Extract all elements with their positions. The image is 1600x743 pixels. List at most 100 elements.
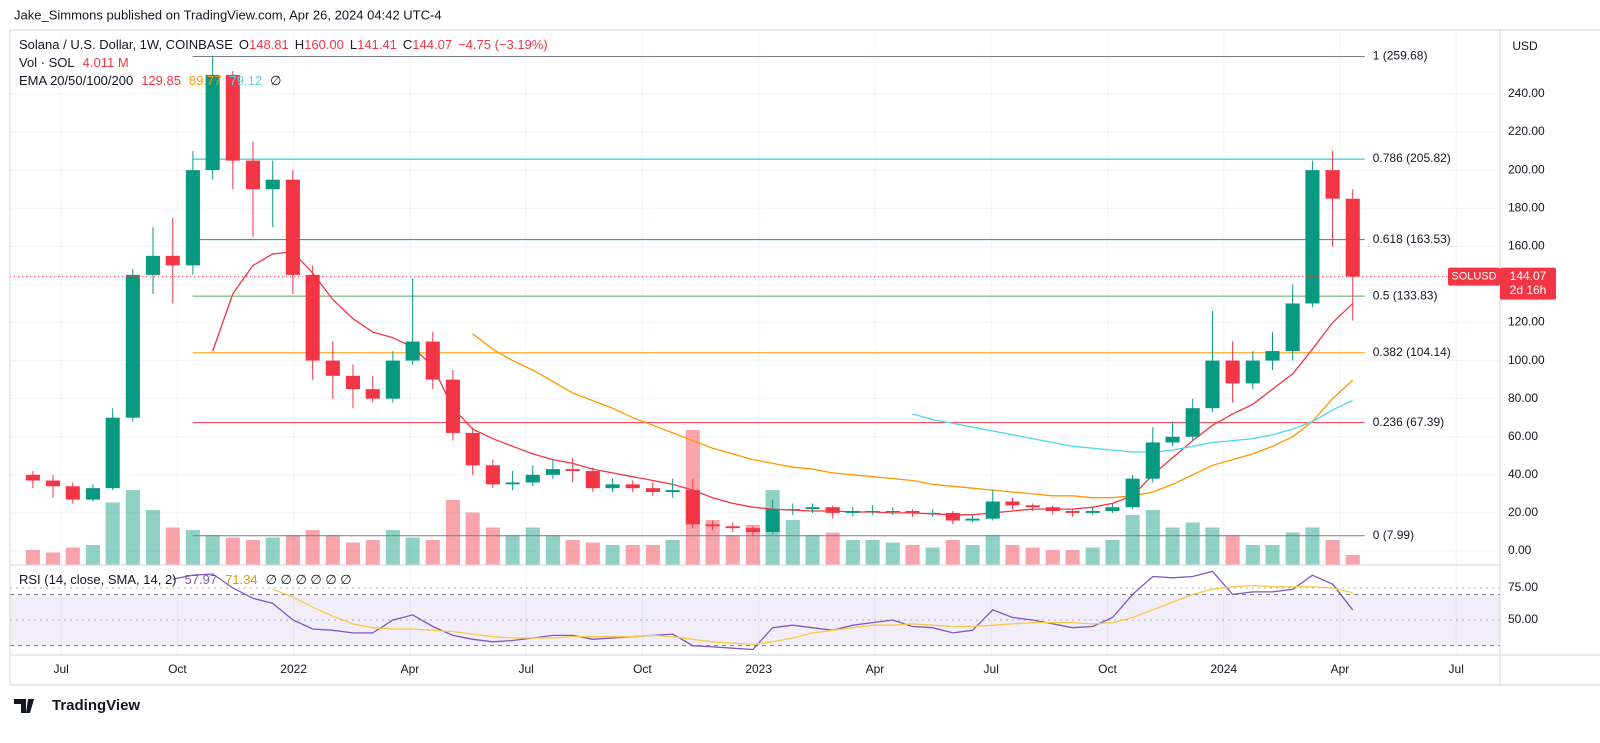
candle-body: [585, 471, 600, 489]
symbol-tag-bg: [1448, 267, 1500, 286]
candle-body: [1145, 442, 1160, 479]
volume-bar: [85, 545, 100, 565]
ema-line: [472, 333, 1354, 499]
volume-bar: [225, 537, 240, 565]
candle-body: [605, 484, 620, 489]
candle-body: [125, 274, 140, 418]
volume-bar: [385, 530, 400, 565]
legend-line: RSI (14, close, SMA, 14, 2) 57.97 71.34 ∅ ∅…: [19, 572, 352, 587]
vol-label: Vol · SOL: [19, 55, 75, 70]
candle-body: [885, 511, 900, 513]
volume-bar: [1325, 540, 1340, 565]
volume-bar: [1065, 550, 1080, 565]
volume-bar: [805, 535, 820, 565]
candle-body: [1045, 507, 1060, 512]
vol-value: 4.011 M: [83, 55, 129, 70]
change: −4.75 (−3.19%): [458, 37, 548, 52]
candle-body: [1265, 351, 1280, 361]
candle-body: [305, 274, 320, 361]
volume-bar: [105, 502, 120, 565]
candle-body: [865, 511, 880, 513]
y-tick-label: 100.00: [1508, 353, 1545, 367]
volume-bar: [425, 540, 440, 565]
volume-bar: [185, 530, 200, 565]
fib-label: 0 (7.99): [1373, 528, 1414, 542]
legend-line: Vol · SOL 4.011 M: [19, 55, 129, 70]
candle-body: [905, 511, 920, 513]
x-tick-label: Oct: [168, 662, 187, 676]
y-tick-label: 120.00: [1508, 315, 1545, 329]
x-tick-label: Oct: [633, 662, 652, 676]
volume-bar: [1105, 540, 1120, 565]
x-tick-label: Jul: [53, 662, 68, 676]
volume-bar: [145, 510, 161, 565]
fib-label: 0.382 (104.14): [1373, 345, 1451, 359]
x-tick-label: 2022: [280, 662, 307, 676]
candle-body: [65, 486, 80, 500]
x-tick-label: 2024: [1210, 662, 1237, 676]
candle-body: [465, 432, 480, 466]
rsi-value: 57.97: [185, 572, 218, 587]
fib-label: 0.618 (163.53): [1373, 232, 1451, 246]
volume-bar: [965, 545, 980, 565]
candle-body: [1345, 198, 1360, 277]
volume-bar: [1085, 547, 1100, 565]
candle-body: [25, 474, 40, 481]
volume-bar: [705, 520, 720, 565]
candle-body: [485, 465, 500, 485]
candle-body: [185, 170, 200, 266]
candle-body: [1245, 360, 1260, 384]
volume-bar: [465, 512, 480, 565]
volume-bar: [565, 540, 580, 565]
volume-bar: [525, 527, 540, 565]
volume-bar: [1005, 545, 1020, 565]
candle-body: [1325, 170, 1340, 199]
rsi-extra: ∅ ∅ ∅ ∅ ∅ ∅: [266, 572, 352, 587]
fib-label: 1 (259.68): [1373, 49, 1428, 63]
y-tick-label: 0.00: [1508, 543, 1532, 557]
candle-body: [945, 512, 960, 521]
volume-bar: [125, 490, 140, 565]
rsi-tick-label: 75.00: [1508, 580, 1538, 594]
ema-value: ∅: [270, 73, 281, 88]
ohlc-key: H: [295, 37, 304, 52]
volume-bar: [665, 540, 680, 565]
x-tick-label: Oct: [1098, 662, 1117, 676]
symbol-title: Solana / U.S. Dollar, 1W, COINBASE: [19, 37, 233, 52]
volume-bar: [265, 537, 280, 565]
candle-body: [1125, 478, 1140, 508]
volume-bar: [1045, 550, 1060, 565]
ema-line: [912, 399, 1353, 453]
candle-body: [505, 482, 520, 485]
x-tick-label: Jul: [1449, 662, 1464, 676]
volume-bar: [245, 540, 261, 565]
candle-body: [545, 469, 560, 475]
ohlc-key: L: [350, 37, 357, 52]
price-tag: 144.07: [1510, 269, 1547, 283]
volume-bar: [885, 542, 900, 565]
logo-icon: [14, 699, 34, 713]
ohlc-key: C: [403, 37, 412, 52]
candle-body: [1225, 360, 1240, 384]
candle-body: [425, 341, 440, 380]
volume-bar: [1345, 554, 1360, 565]
candle-body: [1285, 303, 1300, 352]
volume-bar: [905, 545, 920, 565]
volume-bar: [345, 542, 361, 565]
volume-bar: [865, 540, 880, 565]
volume-bar: [605, 545, 620, 565]
volume-bar: [945, 540, 960, 565]
candle-body: [145, 255, 161, 275]
volume-bar: [1225, 535, 1240, 565]
volume-bar: [205, 535, 220, 565]
volume-bar: [1245, 545, 1260, 565]
volume-bar: [645, 545, 660, 565]
symbol-tag: SOLUSD: [1451, 271, 1496, 283]
rsi-value: 71.34: [225, 572, 258, 587]
y-tick-label: 40.00: [1508, 467, 1538, 481]
volume-bar: [325, 535, 340, 565]
fib-label: 0.5 (133.83): [1373, 288, 1438, 302]
candle-body: [685, 490, 700, 525]
candle-body: [165, 255, 180, 266]
